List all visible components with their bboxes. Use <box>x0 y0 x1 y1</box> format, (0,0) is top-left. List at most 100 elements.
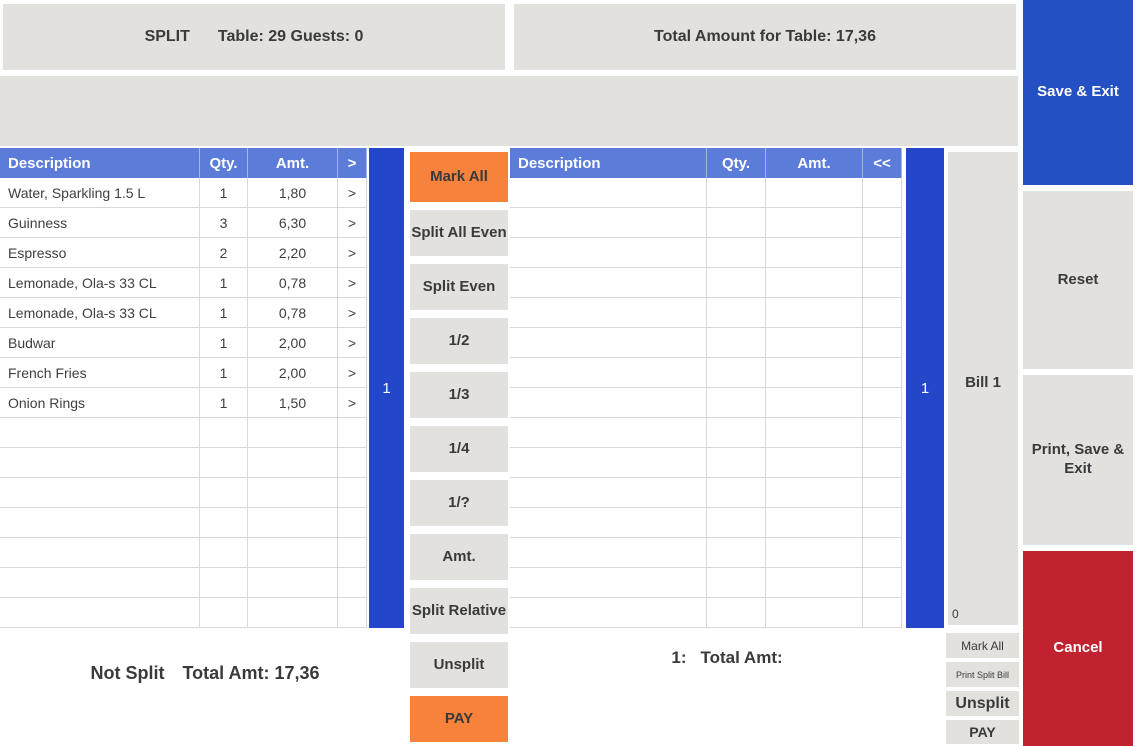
move-item-cell[interactable]: > <box>338 178 367 208</box>
unsplit-table-header-1: Qty. <box>200 148 248 178</box>
description-cell <box>510 448 707 478</box>
description-cell <box>510 298 707 328</box>
move-item-cell[interactable]: > <box>338 208 367 238</box>
move-item-cell[interactable]: > <box>338 358 367 388</box>
1-4-button[interactable]: 1/4 <box>410 426 508 472</box>
unsplit-table-item-row[interactable]: Lemonade, Ola-s 33 CL 1 0,78 > <box>0 298 367 328</box>
move-item-cell[interactable]: > <box>338 298 367 328</box>
description-cell <box>510 178 707 208</box>
split-even-button[interactable]: Split Even <box>410 264 508 310</box>
move-item-cell <box>338 598 367 628</box>
unsplit-table-item-row[interactable]: Onion Rings 1 1,50 > <box>0 388 367 418</box>
description-cell <box>510 268 707 298</box>
move-item-cell <box>863 268 902 298</box>
unsplit-button[interactable]: Unsplit <box>410 642 508 688</box>
unsplit-table-header-2: Amt. <box>248 148 338 178</box>
move-item-cell <box>338 568 367 598</box>
amt-cell: 2,00 <box>248 328 338 358</box>
bill-unsplit-button[interactable]: Unsplit <box>946 691 1019 716</box>
bill-pay-button[interactable]: PAY <box>946 720 1019 744</box>
qty-cell <box>707 328 766 358</box>
bill-title: Bill 1 <box>965 374 1001 391</box>
split-table-empty-row <box>510 508 902 538</box>
move-item-cell[interactable]: > <box>338 328 367 358</box>
amt-cell <box>248 598 338 628</box>
unsplit-table-header-3: > <box>338 148 367 178</box>
description-cell <box>510 388 707 418</box>
description-cell <box>510 358 707 388</box>
move-item-cell[interactable]: > <box>338 388 367 418</box>
split-all-even-button[interactable]: Split All Even <box>410 210 508 256</box>
unsplit-table-item-row[interactable]: French Fries 1 2,00 > <box>0 358 367 388</box>
amt-cell: 2,20 <box>248 238 338 268</box>
pay-button[interactable]: PAY <box>410 696 508 742</box>
amt-cell: 0,78 <box>248 268 338 298</box>
bill-total-label: Total Amt: <box>700 648 783 667</box>
move-item-cell <box>338 418 367 448</box>
description-cell <box>0 418 200 448</box>
move-item-cell <box>863 568 902 598</box>
mark-all-button[interactable]: Mark All <box>410 152 508 202</box>
split-table-header-1: Qty. <box>707 148 766 178</box>
amt-cell <box>766 508 863 538</box>
bill-total-prefix: 1: <box>671 648 687 667</box>
reset-button[interactable]: Reset <box>1023 191 1133 369</box>
split-actions-panel: Mark All Split All Even Split Even 1/2 1/3 1/… <box>410 152 508 742</box>
save-exit-button[interactable]: Save & Exit <box>1023 0 1133 185</box>
amt-cell <box>766 268 863 298</box>
cancel-button[interactable]: Cancel <box>1023 551 1133 746</box>
split-relative-button[interactable]: Split Relative <box>410 588 508 634</box>
bill-print-split-bill-button[interactable]: Print Split Bill <box>946 662 1019 687</box>
amt-cell <box>766 178 863 208</box>
split-table-header-0: Description <box>510 148 707 178</box>
not-split-bill-number: 1 <box>382 379 391 397</box>
qty-cell: 1 <box>200 298 248 328</box>
split-table-empty-row <box>510 388 902 418</box>
qty-cell <box>707 238 766 268</box>
description-cell <box>510 208 707 238</box>
move-item-cell <box>863 508 902 538</box>
unsplit-table-item-row[interactable]: Budwar 1 2,00 > <box>0 328 367 358</box>
unsplit-table-item-row[interactable]: Guinness 3 6,30 > <box>0 208 367 238</box>
unsplit-table-item-row[interactable]: Espresso 2 2,20 > <box>0 238 367 268</box>
split-table-header-row: Description Qty. Amt. << <box>510 148 902 178</box>
unsplit-table-item-row[interactable]: Water, Sparkling 1.5 L 1 1,80 > <box>0 178 367 208</box>
description-cell <box>510 418 707 448</box>
move-item-cell[interactable]: > <box>338 268 367 298</box>
unsplit-table-header-0: Description <box>0 148 200 178</box>
unsplit-table-empty-row <box>0 478 367 508</box>
amt-cell <box>766 598 863 628</box>
move-item-cell[interactable]: > <box>338 238 367 268</box>
qty-cell <box>707 178 766 208</box>
not-split-bill-bar[interactable]: 1 <box>369 148 404 628</box>
move-item-cell <box>338 538 367 568</box>
amt-cell <box>766 568 863 598</box>
not-split-amount: Total Amt: 17,36 <box>182 663 320 683</box>
current-bill-bar[interactable]: 1 <box>906 148 944 628</box>
qty-cell: 1 <box>200 268 248 298</box>
qty-cell <box>200 448 248 478</box>
amt-cell <box>248 568 338 598</box>
description-cell <box>510 478 707 508</box>
description-cell <box>0 448 200 478</box>
split-table-empty-row <box>510 178 902 208</box>
bill-mark-all-button[interactable]: Mark All <box>946 633 1019 658</box>
move-item-cell <box>863 178 902 208</box>
description-cell <box>510 538 707 568</box>
split-table-empty-row <box>510 328 902 358</box>
1-3-button[interactable]: 1/3 <box>410 372 508 418</box>
unsplit-table-item-row[interactable]: Lemonade, Ola-s 33 CL 1 0,78 > <box>0 268 367 298</box>
1-2-button[interactable]: 1/2 <box>410 318 508 364</box>
qty-cell <box>707 538 766 568</box>
bill-selector-panel[interactable]: Bill 1 0 <box>948 152 1018 625</box>
split-table-empty-row <box>510 298 902 328</box>
amt-button[interactable]: Amt. <box>410 534 508 580</box>
qty-cell <box>707 568 766 598</box>
unsplit-items-table: Description Qty. Amt. > Water, Sparkling 1.5… <box>0 148 367 628</box>
move-item-cell <box>863 388 902 418</box>
1-button[interactable]: 1/? <box>410 480 508 526</box>
unsplit-table-empty-row <box>0 508 367 538</box>
description-cell: Budwar <box>0 328 200 358</box>
print-save-exit-button[interactable]: Print, Save & Exit <box>1023 375 1133 545</box>
split-table-empty-row <box>510 238 902 268</box>
